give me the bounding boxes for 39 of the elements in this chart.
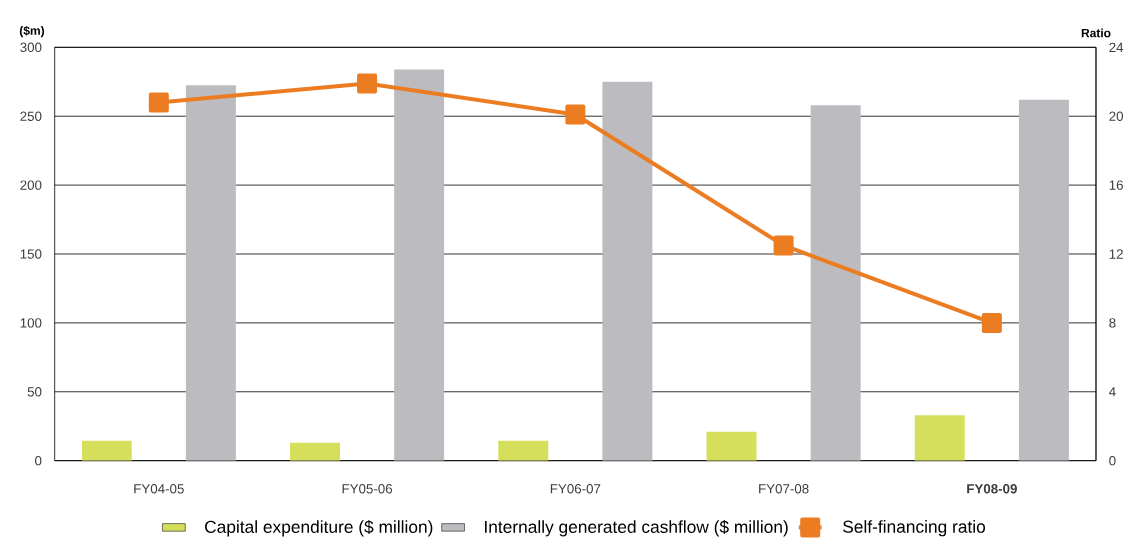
y-tick-label: 200 [20, 180, 42, 190]
x-tick-label: FY06-07 [550, 484, 601, 494]
y2-tick-label: 20 [1109, 111, 1124, 122]
point [148, 92, 169, 113]
y-axis-title: ($m) [19, 26, 45, 38]
x-tick-label: FY07-08 [759, 484, 809, 494]
bar [706, 431, 757, 461]
bar [1018, 99, 1069, 461]
x-tick-label: FY05-06 [342, 484, 393, 494]
y-tick-label: 150 [20, 249, 42, 259]
bar [498, 440, 549, 461]
y-tick-label: 250 [20, 111, 42, 122]
point [981, 313, 1002, 334]
y-tick-label: 300 [20, 42, 42, 53]
y2-axis-title: Ratio [1081, 28, 1111, 38]
bar [810, 105, 861, 461]
y-tick-label: 100 [20, 318, 42, 328]
bar [394, 69, 445, 461]
y2-tick-label: 4 [1109, 387, 1116, 397]
bar [602, 81, 653, 461]
y2-tick-label: 8 [1109, 318, 1116, 328]
legend-label: Capital expenditure ($ million) [205, 520, 433, 537]
bar [81, 440, 132, 461]
y-tick-label: 50 [27, 387, 42, 397]
point [773, 235, 794, 256]
y-tick-label: 0 [35, 456, 42, 466]
point [357, 73, 378, 94]
bar [185, 85, 236, 461]
x-tick-label: FY04-05 [134, 484, 184, 494]
x-tick-label: FY08-09 [967, 484, 1017, 494]
legend-label: Internally generated cashflow ($ million) [485, 520, 788, 537]
legend-label: Self-financing ratio [843, 520, 986, 537]
y2-tick-label: 16 [1109, 180, 1123, 190]
y2-tick-label: 12 [1109, 249, 1123, 259]
bar [914, 415, 965, 461]
y2-tick-label: 0 [1109, 456, 1116, 466]
y2-tick-label: 24 [1109, 42, 1124, 53]
bar [290, 442, 340, 461]
point [565, 104, 586, 125]
